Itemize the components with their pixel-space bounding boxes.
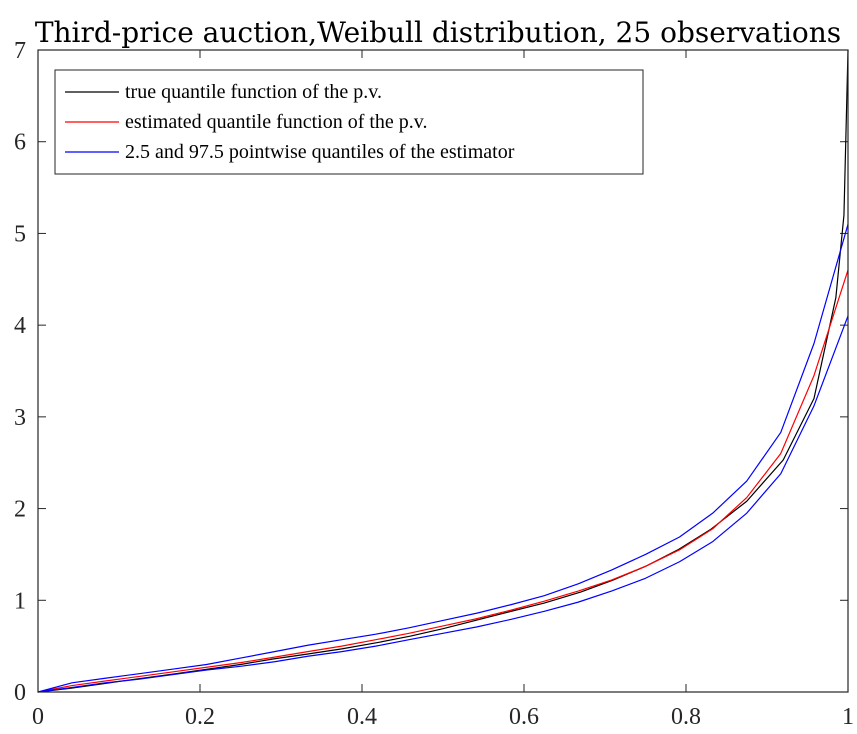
series-line-0 bbox=[37, 49, 849, 693]
y-tick-label: 0 bbox=[14, 680, 26, 706]
series-line-2 bbox=[37, 224, 849, 693]
legend-label: 2.5 and 97.5 pointwise quantiles of the … bbox=[125, 141, 515, 163]
x-axis: 0 0.2 0.4 0.6 0.8 1 bbox=[32, 50, 854, 730]
axes-frame bbox=[37, 49, 849, 693]
series-line-1 bbox=[37, 269, 849, 693]
series-layer bbox=[37, 49, 849, 693]
y-tick-label: 2 bbox=[14, 497, 26, 523]
x-tick-label: 0.4 bbox=[347, 704, 377, 730]
x-tick-label: 1 bbox=[842, 704, 854, 730]
x-tick-label: 0.6 bbox=[509, 704, 539, 730]
legend: true quantile function of the p.v. estima… bbox=[54, 69, 644, 175]
y-tick-label: 3 bbox=[14, 405, 26, 431]
legend-label: true quantile function of the p.v. bbox=[125, 81, 382, 103]
x-tick-label: 0 bbox=[32, 704, 44, 730]
series-line-3 bbox=[37, 315, 849, 693]
y-tick-label: 4 bbox=[14, 313, 26, 339]
y-tick-label: 1 bbox=[14, 588, 26, 614]
y-tick-label: 7 bbox=[14, 38, 26, 64]
y-tick-label: 5 bbox=[14, 221, 26, 247]
y-axis: 0 1 2 3 4 5 6 7 bbox=[14, 38, 848, 706]
y-tick-label: 6 bbox=[14, 130, 26, 156]
legend-label: estimated quantile function of the p.v. bbox=[125, 111, 428, 133]
x-tick-label: 0.8 bbox=[671, 704, 701, 730]
x-tick-label: 0.2 bbox=[185, 704, 215, 730]
chart-title: Third-price auction,Weibull distribution… bbox=[35, 16, 841, 49]
legend-box bbox=[54, 69, 644, 175]
